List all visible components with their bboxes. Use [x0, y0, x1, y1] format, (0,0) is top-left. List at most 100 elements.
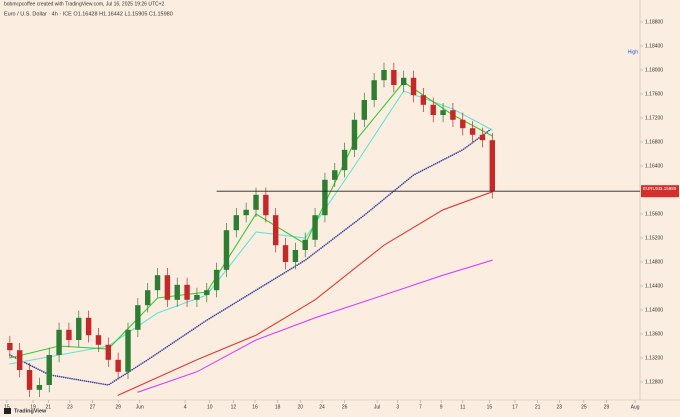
candle-body [371, 80, 377, 100]
candle-body [76, 317, 82, 340]
candle-body [125, 329, 131, 372]
y-tick-label: 1.15600 [645, 211, 663, 217]
y-tick-label: 1.18800 [645, 19, 663, 25]
x-tick-label: Jun [136, 404, 144, 410]
candle-body [36, 385, 43, 390]
candle-body [282, 245, 289, 262]
y-tick-label: 1.14400 [645, 283, 663, 289]
x-tick-label: 12 [231, 404, 237, 410]
y-tick-label: 1.13200 [645, 355, 663, 361]
candle-body [223, 230, 230, 270]
symbol-badge: EURUSD [643, 186, 663, 191]
candle-body [184, 284, 190, 300]
candle-body [115, 359, 121, 372]
candle-body [174, 284, 180, 300]
x-tick-label: 7 [419, 404, 422, 410]
y-tick-label: 1.12800 [645, 379, 663, 385]
candle-body [332, 170, 338, 180]
candle-body [164, 275, 171, 300]
candle-body [105, 344, 112, 360]
x-tick-label: Jul [374, 404, 380, 410]
x-tick-label: 23 [67, 404, 73, 410]
moving-average [9, 127, 494, 386]
candle-body [381, 70, 387, 81]
candle-body [135, 305, 141, 330]
x-tick-label: 25 [581, 404, 587, 410]
price-badge [641, 185, 679, 198]
candle-body [430, 104, 436, 115]
moving-average [117, 191, 493, 396]
x-tick-label: 29 [604, 404, 610, 410]
candle-body [46, 355, 52, 385]
moving-average [9, 90, 493, 365]
x-tick-label: 16 [252, 404, 258, 410]
candle-body [450, 110, 456, 120]
x-tick-label: 10 [207, 404, 213, 410]
moving-average [137, 259, 493, 393]
candle-body [322, 179, 328, 216]
candle-body [400, 77, 407, 85]
candle-body [272, 215, 279, 246]
candle-body [361, 100, 368, 120]
candle-body [440, 110, 446, 115]
x-tick-label: 29 [115, 404, 121, 410]
candle-body [95, 335, 102, 345]
high-marker: High [628, 49, 639, 55]
x-tick-label: 21 [45, 404, 51, 410]
candle-body [16, 350, 23, 370]
candle-body [479, 134, 486, 141]
candle-body [213, 269, 220, 291]
candle-body [263, 194, 269, 216]
x-tick-label: 27 [90, 404, 96, 410]
candle-body [253, 194, 259, 210]
candle-body [292, 250, 299, 262]
candle-body [154, 275, 161, 291]
x-tick-label: Aug [631, 404, 640, 410]
credit: bobmcpcoffee created with TradingView.co… [4, 1, 165, 7]
candle-body [66, 329, 72, 340]
x-tick-label: 24 [319, 404, 325, 410]
x-tick-label: 23 [556, 404, 562, 410]
candle-body [351, 119, 358, 150]
candle-body [204, 290, 210, 295]
y-tick-label: 1.14800 [645, 259, 663, 265]
brand: TradingView [14, 408, 47, 414]
candle-body [312, 215, 318, 240]
y-tick-label: 1.16400 [645, 163, 663, 169]
last-price: 1.15980 [660, 186, 677, 191]
y-tick-label: 1.18000 [645, 67, 663, 73]
candle-body [233, 215, 240, 231]
y-tick-label: 1.15200 [645, 235, 663, 241]
x-tick-label: 18 [275, 404, 281, 410]
x-tick-label: 26 [342, 404, 348, 410]
candle-body [243, 209, 249, 216]
candle-body [56, 329, 62, 355]
candle-body [85, 317, 92, 336]
x-tick-label: 20 [298, 404, 304, 410]
x-tick-label: 11 [460, 404, 465, 410]
y-tick-label: 1.13600 [645, 331, 663, 337]
candle-body [460, 119, 466, 129]
x-tick-label: 9 [440, 404, 443, 410]
brand-logo [4, 408, 11, 414]
candle-body [7, 343, 13, 351]
x-tick-label: 21 [535, 404, 541, 410]
x-tick-label: 19 [30, 404, 36, 410]
candle-body [194, 295, 200, 300]
candle-body [26, 370, 33, 390]
candle-body [410, 77, 417, 96]
candle-body [420, 95, 427, 105]
x-tick-label: 4 [184, 404, 187, 410]
x-tick-label: 17 [512, 404, 518, 410]
chart-title: Euro / U.S. Dollar · 4h · ICE O1.16428 H… [4, 11, 173, 17]
y-tick-label: 1.16800 [645, 139, 663, 145]
y-tick-label: 1.17600 [645, 91, 663, 97]
candle-body [302, 239, 308, 250]
y-tick-label: 1.14000 [645, 307, 663, 313]
candle-body [469, 128, 476, 135]
x-tick-label: 15 [487, 404, 493, 410]
candle-body [341, 149, 348, 171]
y-tick-label: 1.18400 [645, 43, 663, 49]
